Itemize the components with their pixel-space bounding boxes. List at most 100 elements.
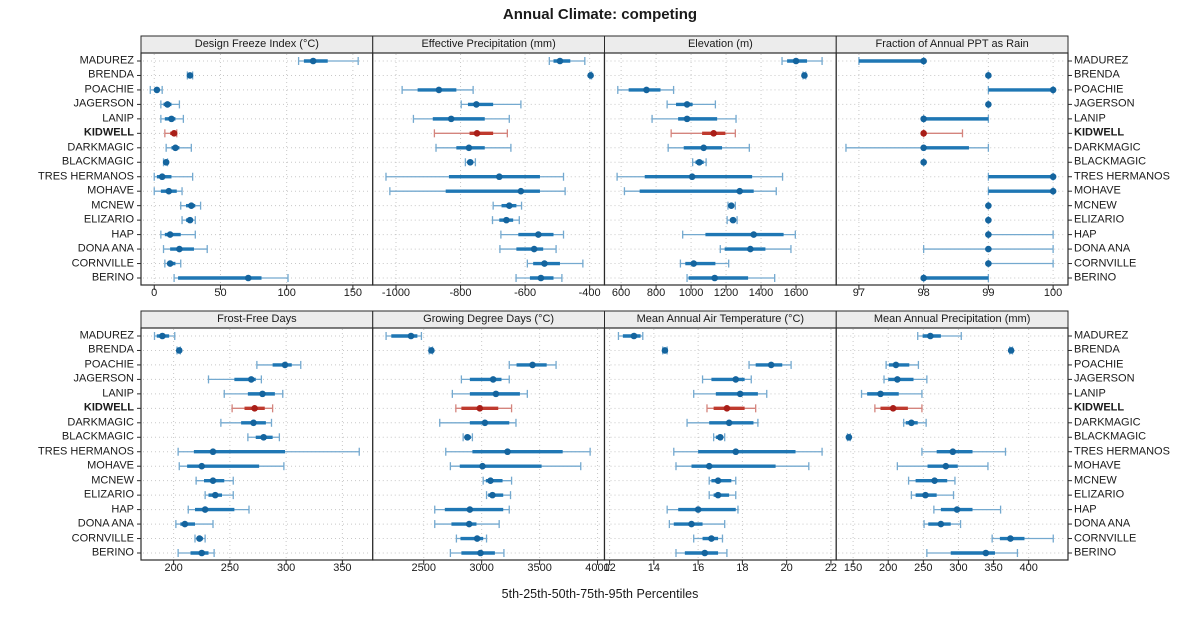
median-dot <box>428 347 435 354</box>
median-dot <box>530 245 538 253</box>
median-dot <box>711 274 718 282</box>
x-tick-label: 20 <box>780 562 793 574</box>
median-dot <box>747 245 754 253</box>
site-label-left: JAGERSON <box>73 372 134 385</box>
site-label-right: MOHAVE <box>1074 459 1121 472</box>
panel-plot-area <box>835 52 1069 286</box>
median-dot <box>247 376 255 383</box>
site-label-left: KIDWELL <box>83 126 134 139</box>
median-dot <box>1049 173 1057 181</box>
x-tick-label: -400 <box>578 287 601 299</box>
x-tick-label: 200 <box>879 562 898 574</box>
site-label-left: BERINO <box>91 271 134 284</box>
site-label-left: KIDWELL <box>83 401 134 414</box>
median-dot <box>435 86 443 94</box>
median-dot <box>209 448 217 456</box>
median-dot <box>695 158 703 166</box>
x-tick-label: 12 <box>603 562 616 574</box>
median-dot <box>447 115 455 123</box>
median-dot <box>503 216 510 224</box>
median-dot <box>688 520 695 528</box>
site-label-right: HAP <box>1074 503 1097 516</box>
panel-strip-title: Mean Annual Precipitation (mm) <box>873 313 1031 325</box>
x-tick-label: 1000 <box>678 287 704 299</box>
site-label-left: JAGERSON <box>73 97 134 110</box>
x-tick-label: 97 <box>852 287 866 299</box>
median-dot <box>683 101 691 108</box>
median-dot <box>922 491 929 499</box>
figure-title: Annual Climate: competing <box>502 6 698 23</box>
site-label-right: LANIP <box>1074 112 1106 125</box>
x-tick-label: 400 <box>1019 562 1038 574</box>
median-dot <box>166 260 174 267</box>
x-axis-caption: 5th-25th-50th-75th-95th Percentiles <box>501 587 699 601</box>
median-dot <box>517 187 525 195</box>
x-tick-label: 250 <box>220 562 240 574</box>
site-label-left: BLACKMAGIC <box>61 155 134 168</box>
site-label-left: CORNVILLE <box>71 532 134 545</box>
x-tick-label: 18 <box>736 562 749 574</box>
median-dot <box>920 57 927 65</box>
x-tick-label: -1000 <box>381 287 411 299</box>
site-label-right: BLACKMAGIC <box>1074 155 1147 168</box>
median-dot <box>529 361 536 369</box>
median-dot <box>473 535 481 542</box>
median-dot <box>186 216 194 224</box>
site-label-left: ELIZARIO <box>83 488 134 501</box>
site-label-left: DONA ANA <box>77 517 134 530</box>
site-label-right: HAP <box>1074 228 1097 241</box>
site-label-right: DARKMAGIC <box>1074 416 1141 429</box>
x-tick-label: 3000 <box>469 562 494 574</box>
median-dot <box>985 260 992 267</box>
median-dot <box>164 101 171 108</box>
median-dot <box>158 173 166 181</box>
x-tick-label: 2500 <box>411 562 436 574</box>
median-dot <box>309 57 317 65</box>
median-dot <box>535 231 542 238</box>
site-label-left: HAP <box>111 228 134 241</box>
median-dot <box>466 158 474 166</box>
panel-strip-title: Growing Degree Days (°C) <box>423 313 555 325</box>
median-dot <box>170 130 178 137</box>
site-label-right: CORNVILLE <box>1074 532 1137 545</box>
median-dot <box>877 390 884 398</box>
median-dot <box>710 130 717 137</box>
median-dot <box>201 506 209 513</box>
median-dot <box>259 390 266 398</box>
site-label-left: BRENDA <box>88 68 134 81</box>
median-dot <box>725 419 733 427</box>
median-dot <box>209 477 217 484</box>
site-label-right: MADUREZ <box>1074 54 1129 67</box>
median-dot <box>481 419 489 427</box>
site-label-left: POACHIE <box>84 358 134 371</box>
median-dot <box>162 158 170 166</box>
median-dot <box>723 405 731 412</box>
median-dot <box>937 520 945 528</box>
median-dot <box>1049 86 1057 94</box>
site-label-left: HAP <box>111 503 134 516</box>
site-label-left: BRENDA <box>88 343 134 356</box>
median-dot <box>165 187 173 195</box>
site-label-right: JAGERSON <box>1074 372 1135 385</box>
median-dot <box>630 332 638 340</box>
median-dot <box>985 101 992 108</box>
site-label-right: BRENDA <box>1074 343 1120 356</box>
site-label-right: TRES HERMANOS <box>1074 445 1170 458</box>
median-dot <box>1007 535 1014 542</box>
median-dot <box>736 390 744 398</box>
panel-row-svg <box>137 35 1072 290</box>
median-dot <box>495 173 503 181</box>
site-label-right: MOHAVE <box>1074 184 1121 197</box>
median-dot <box>729 216 737 224</box>
median-dot <box>792 57 800 65</box>
site-label-left: MADUREZ <box>79 329 134 342</box>
site-label-right: BERINO <box>1074 271 1117 284</box>
median-dot <box>736 187 744 195</box>
median-dot <box>1049 187 1057 195</box>
site-label-left: MCNEW <box>91 474 134 487</box>
site-label-right: POACHIE <box>1074 83 1124 96</box>
median-dot <box>250 419 257 427</box>
x-tick-label: 3500 <box>527 562 552 574</box>
x-tick-label: 150 <box>843 562 863 574</box>
median-dot <box>541 260 548 267</box>
